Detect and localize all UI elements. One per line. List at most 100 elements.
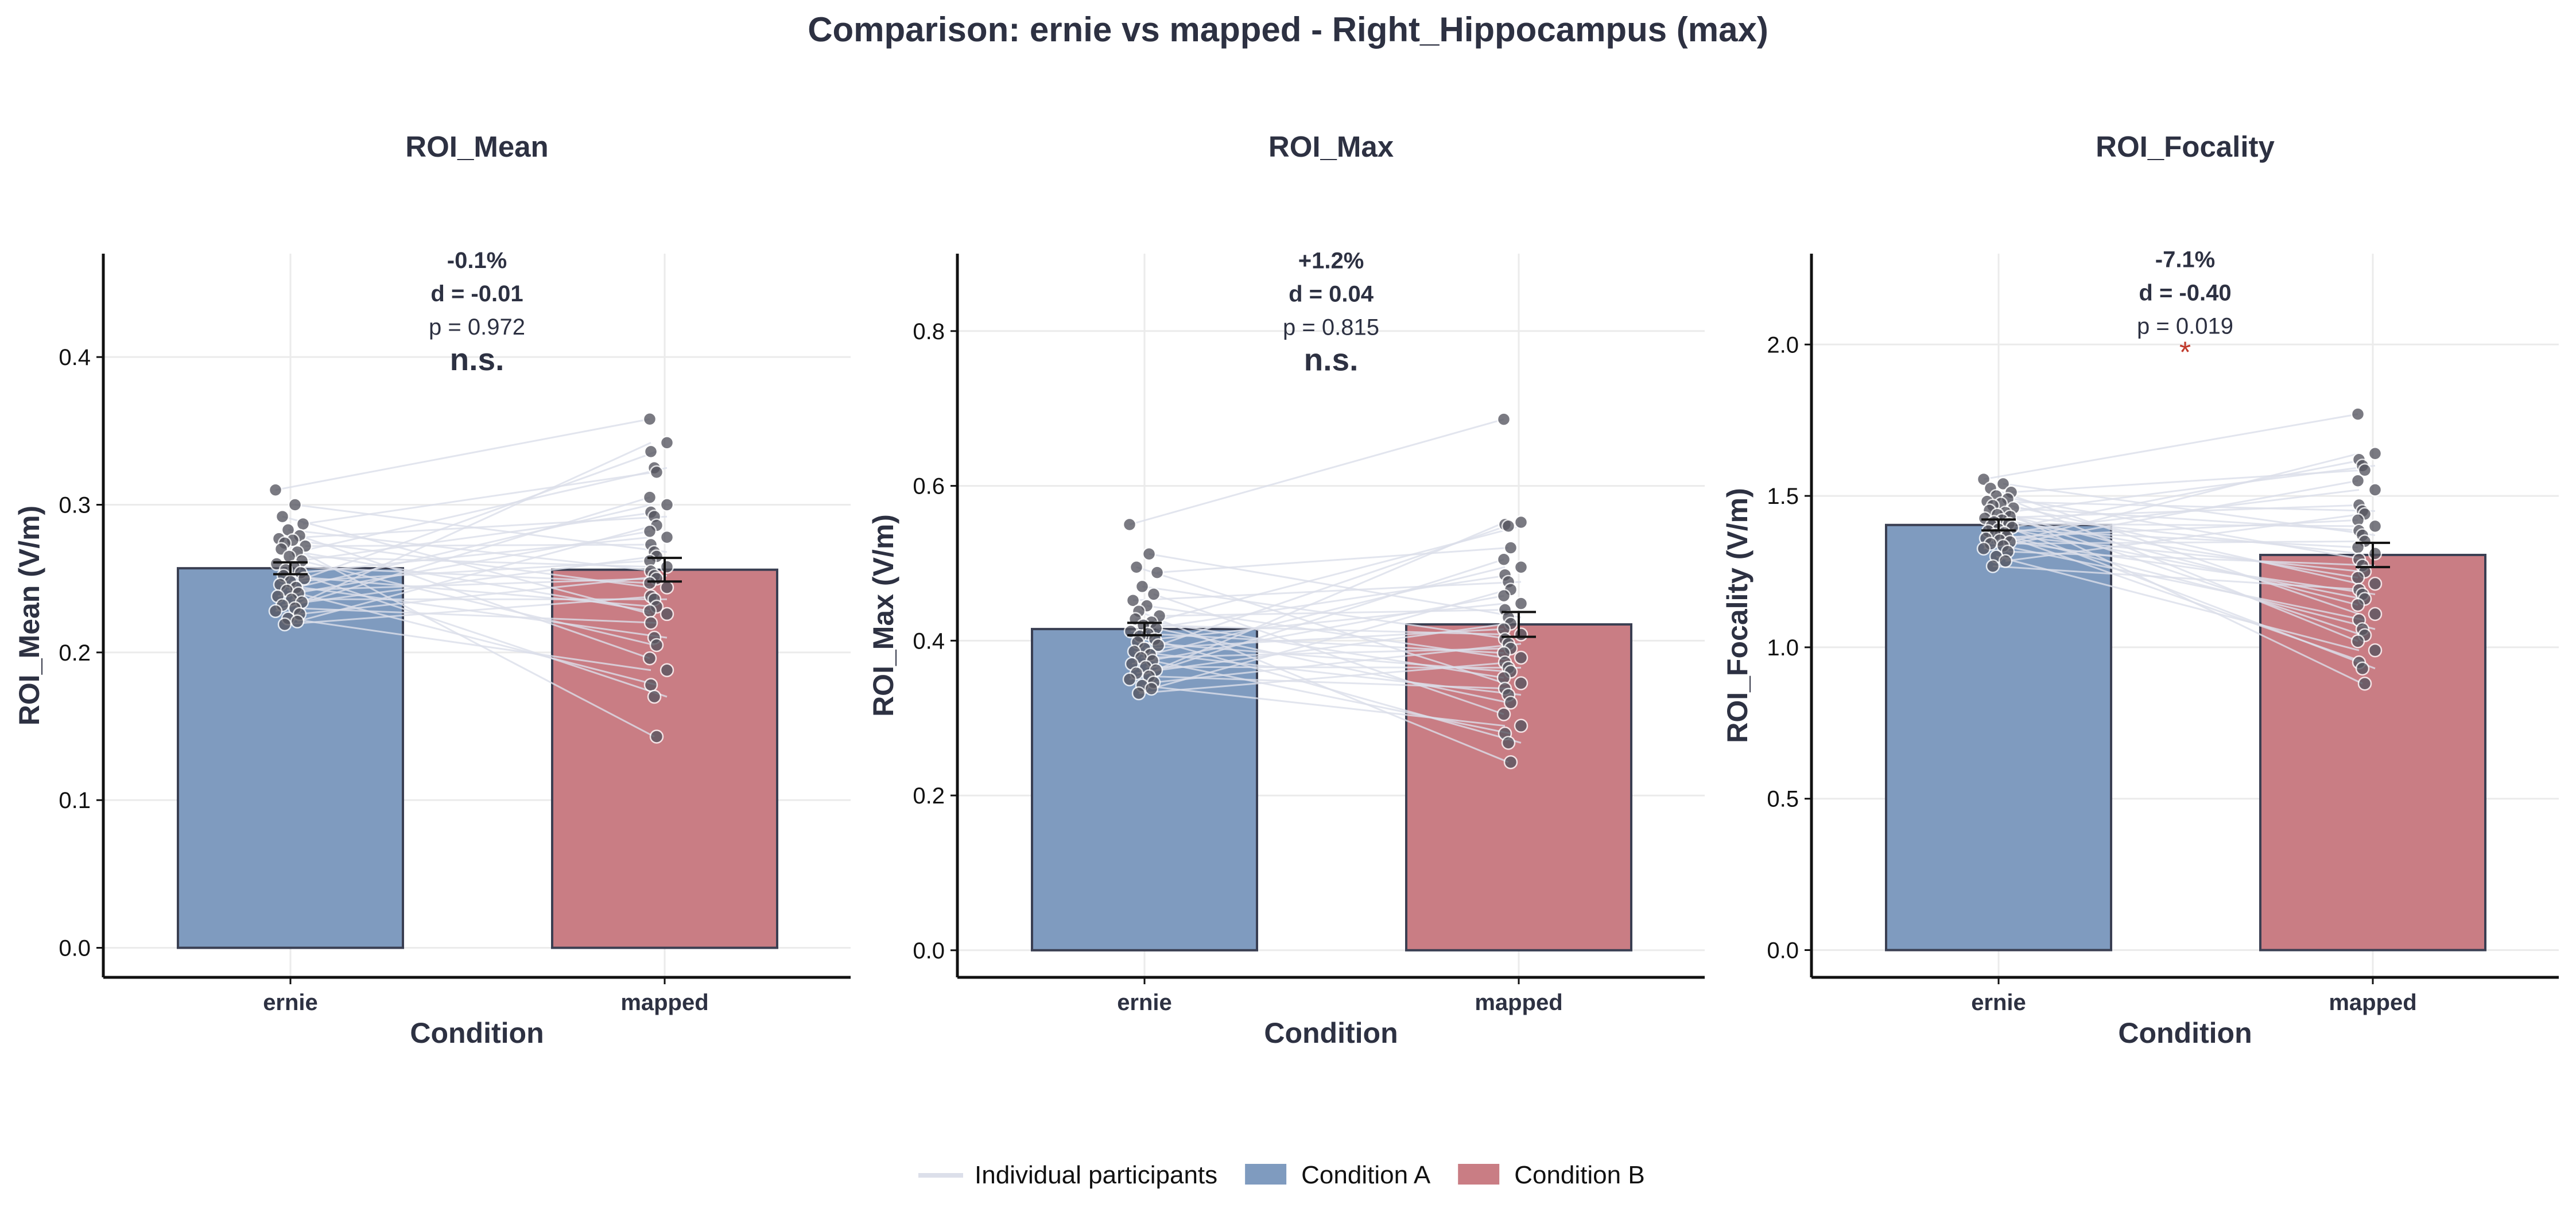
x-tick-label: ernie — [1971, 990, 2026, 1015]
participant-dot-mapped — [2368, 546, 2383, 561]
participant-dot-mapped — [2368, 519, 2383, 534]
participant-dot-ernie — [1126, 593, 1140, 608]
participant-line — [280, 583, 668, 639]
participant-line — [2009, 515, 2363, 636]
participant-dot-ernie — [1122, 672, 1137, 687]
participant-line — [2013, 507, 2365, 532]
y-tick-label: 0.0 — [59, 936, 91, 961]
participant-line — [299, 574, 668, 615]
participant-dot-mapped — [659, 663, 674, 677]
y-axis-label: ROI_Mean (V/m) — [13, 506, 45, 725]
participant-dot-mapped — [2368, 643, 2383, 658]
participant-line — [1139, 635, 1522, 744]
annotation-p-value: p = 0.972 — [429, 314, 525, 340]
participant-dot-ernie — [1151, 638, 1166, 653]
participant-line — [1129, 558, 1504, 681]
annotation-effect-size: d = -0.01 — [430, 281, 523, 306]
participant-line — [2000, 502, 2360, 585]
y-tick-label: 0.4 — [59, 345, 91, 370]
participant-line — [2009, 452, 2360, 543]
y-tick-label: 0.1 — [59, 788, 91, 813]
participant-dot-mapped — [1514, 650, 1528, 665]
participant-dot-mapped — [2350, 570, 2365, 585]
participant-dot-mapped — [2357, 463, 2372, 477]
participant-dot-mapped — [659, 436, 674, 450]
participant-line — [2008, 523, 2360, 527]
y-tick-label: 0.4 — [913, 628, 945, 654]
participant-dot-ernie — [1144, 681, 1159, 696]
annotation-change: -7.1% — [2155, 247, 2216, 273]
participant-line — [1990, 540, 2363, 545]
annotation-effect-size: d = -0.40 — [2139, 281, 2231, 306]
participant-line — [1992, 565, 2365, 591]
panel-title: ROI_Mean — [405, 130, 548, 163]
x-tick-label: mapped — [620, 990, 708, 1015]
participant-line — [1129, 418, 1504, 526]
participant-line — [1136, 566, 1506, 684]
panel-title: ROI_Focality — [2096, 130, 2275, 163]
participant-dot-mapped — [642, 490, 657, 504]
bar-ernie — [1885, 523, 2112, 952]
participant-dot-mapped — [659, 560, 674, 574]
participant-dot-mapped — [2368, 483, 2383, 497]
participant-dot-ernie — [288, 498, 302, 512]
y-tick-label: 0.5 — [1767, 787, 1799, 812]
participant-line — [305, 543, 657, 548]
x-tick-label: mapped — [1475, 990, 1562, 1015]
participant-dot-mapped — [1503, 755, 1518, 770]
legend-label: Condition A — [1301, 1161, 1431, 1189]
participant-line — [1132, 581, 1522, 601]
participant-dot-mapped — [1514, 560, 1528, 574]
x-tick-label: mapped — [2329, 990, 2416, 1015]
participant-dot-mapped — [647, 689, 662, 704]
participant-dot-ernie — [275, 509, 290, 524]
participant-line — [1997, 514, 2360, 554]
participant-line — [1155, 627, 1509, 704]
legend-label: Condition B — [1514, 1161, 1644, 1189]
participant-dot-ernie — [296, 517, 311, 531]
chart-panel-2: ROI_Max 0.0 0.2 0.4 0.6 0.8 ernie mapped Conditi… — [867, 130, 1705, 1049]
participant-dot-mapped — [643, 444, 658, 459]
participant-line — [297, 467, 668, 553]
participant-dot-ernie — [268, 604, 283, 619]
y-tick-label: 2.0 — [1767, 332, 1799, 358]
participant-dot-ernie — [1150, 565, 1165, 580]
participant-line — [1995, 534, 2363, 573]
participant-dot-mapped — [642, 576, 657, 591]
x-axis-label: Condition — [2118, 1017, 2252, 1049]
participant-dot-mapped — [2350, 634, 2365, 649]
participant-dot-ernie — [1135, 579, 1150, 594]
participant-dot-ernie — [297, 571, 312, 586]
participant-line — [304, 451, 657, 580]
participant-line — [1130, 574, 1511, 632]
participant-dot-mapped — [1501, 736, 1516, 750]
participant-dot-mapped — [2368, 607, 2383, 622]
participant-line — [299, 535, 650, 659]
participant-line — [301, 442, 651, 603]
legend-patch-swatch — [1245, 1164, 1287, 1185]
y-axis-label: ROI_Focality (V/m) — [1721, 488, 1753, 743]
participant-line — [296, 504, 651, 589]
participant-dot-mapped — [2368, 576, 2383, 591]
participant-line — [1131, 595, 1504, 665]
chart-panels: ROI_Mean 0.0 0.1 0.2 0.3 0.4 ernie mapped Condit… — [13, 130, 2559, 1049]
participant-line — [278, 515, 668, 540]
participant-dot-ernie — [1131, 686, 1146, 701]
y-tick-label: 1.0 — [1767, 635, 1799, 661]
participant-line — [1149, 675, 1511, 690]
participant-line — [1996, 556, 2360, 651]
participant-line — [1137, 641, 1509, 673]
participant-dot-mapped — [2350, 473, 2365, 488]
x-axis-label: Condition — [1264, 1017, 1398, 1049]
participant-dot-mapped — [649, 465, 664, 480]
participant-dot-mapped — [2350, 597, 2365, 612]
participant-dot-mapped — [1503, 695, 1518, 710]
participant-dot-mapped — [1496, 707, 1511, 721]
participant-line — [2006, 535, 2365, 663]
participant-line — [1987, 500, 2376, 512]
participant-line — [282, 556, 655, 606]
participant-dot-ernie — [1122, 517, 1137, 532]
y-tick-label: 0.2 — [913, 783, 945, 809]
participant-line — [275, 496, 650, 612]
